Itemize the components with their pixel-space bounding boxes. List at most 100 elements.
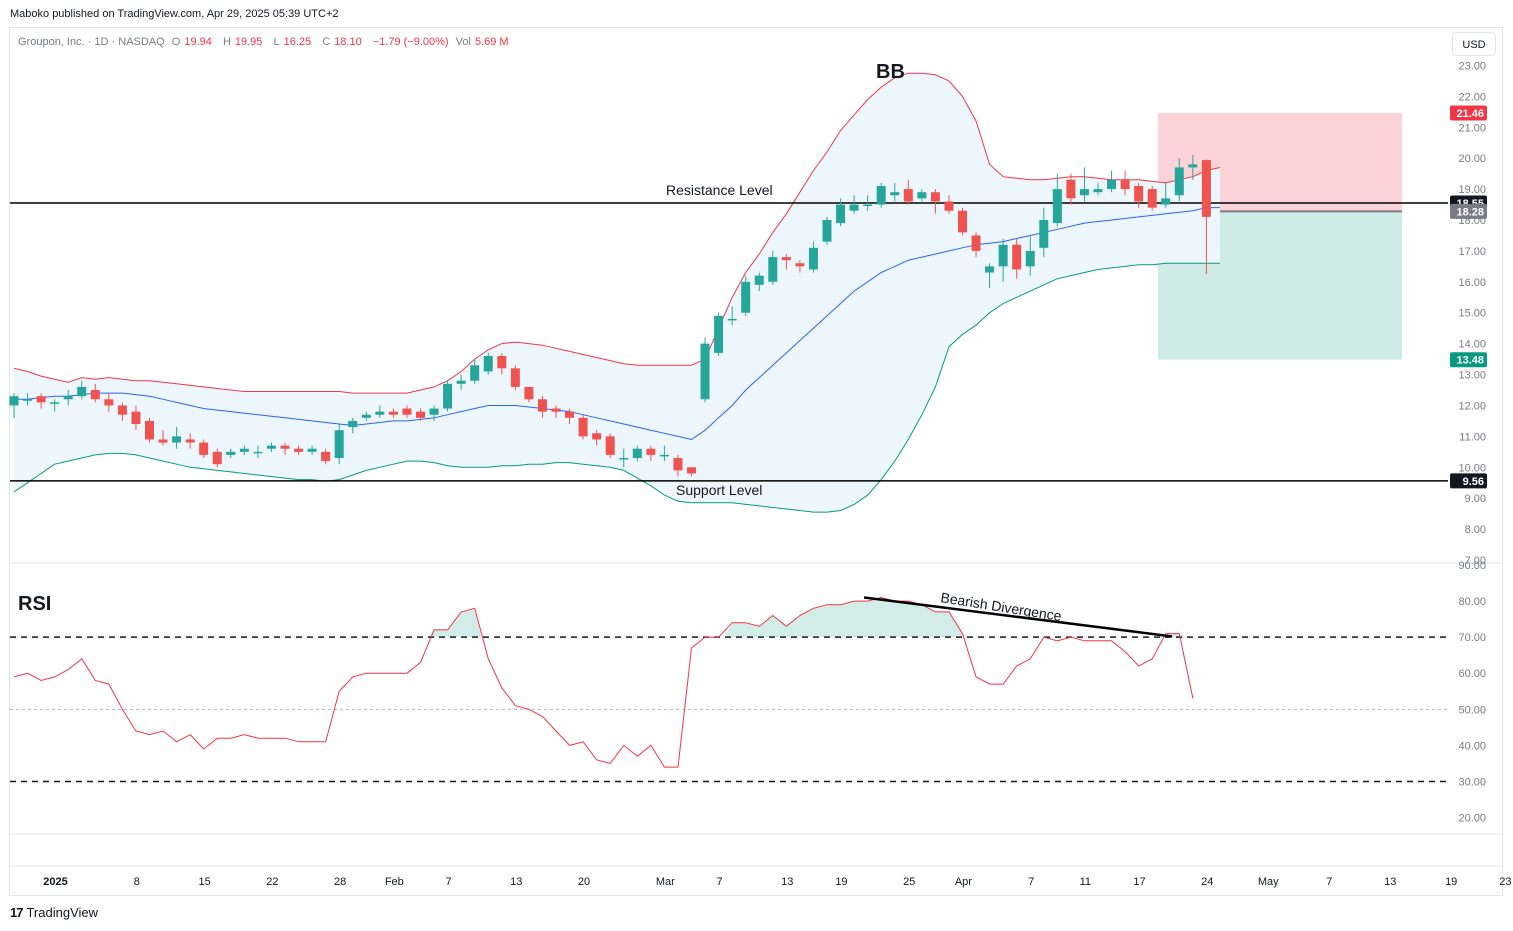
candle: [958, 207, 967, 236]
candle-body: [646, 448, 656, 455]
candle: [9, 393, 19, 418]
candle-body: [1174, 167, 1184, 196]
time-axis-tick: 13: [781, 876, 793, 888]
time-axis-tick: 20: [578, 876, 590, 888]
candle: [1134, 182, 1144, 208]
candle-body: [768, 257, 778, 282]
candle: [1188, 155, 1198, 180]
bb-lower-line: [13, 262, 1220, 513]
candle: [294, 445, 304, 455]
candle-body: [429, 408, 439, 415]
currency-button[interactable]: USD: [1452, 32, 1496, 56]
price-axis-tick: 17.00: [1458, 246, 1486, 258]
candle-body: [158, 439, 168, 443]
ohlc-high: H 19.95: [222, 36, 263, 48]
candle-body: [903, 189, 913, 202]
tradingview-mark-icon: 17: [10, 905, 24, 920]
price-tag: 13.48: [1450, 352, 1487, 368]
time-axis-tick: Feb: [385, 876, 404, 888]
candle-body: [280, 445, 290, 449]
candle-body: [50, 402, 60, 404]
candle: [1107, 170, 1117, 193]
time-axis-tick: 13: [510, 876, 522, 888]
time-axis-tick: 19: [1445, 876, 1457, 888]
candle: [971, 232, 981, 258]
price-tag: 21.46: [1450, 105, 1487, 121]
candle-body: [836, 204, 846, 224]
candle: [226, 448, 236, 458]
candle-body: [985, 266, 995, 273]
rsi-overbought-fill: [427, 597, 1187, 638]
symbol-legend: Groupon, Inc. · 1D · NASDAQ O 19.94 H 19.9…: [18, 36, 517, 48]
candle-body: [117, 405, 127, 415]
price-axis-tick: 20.00: [1458, 153, 1486, 165]
candle: [348, 417, 358, 434]
candle: [416, 408, 425, 421]
candle-body: [416, 411, 425, 418]
candle-body: [537, 399, 547, 412]
price-axis-tick: 15.00: [1458, 308, 1486, 320]
candle: [646, 445, 656, 462]
candle-body: [673, 458, 683, 471]
price-tag-label: 13.48: [1456, 355, 1484, 367]
candle: [673, 454, 683, 477]
candle-body: [1201, 160, 1211, 217]
candle: [1147, 186, 1157, 211]
candle: [375, 405, 385, 418]
time-axis-tick: 7: [445, 876, 451, 888]
candle: [714, 312, 724, 356]
candle: [985, 263, 995, 288]
candle-body: [592, 433, 602, 440]
candle-body: [727, 318, 737, 321]
candle-body: [294, 448, 304, 452]
price-axis-tick: 22.00: [1458, 91, 1486, 103]
candle: [77, 380, 87, 400]
candle: [90, 383, 100, 403]
volume: Vol 5.69 M: [455, 36, 509, 48]
candle-body: [172, 436, 182, 443]
rsi-title: RSI: [18, 593, 51, 615]
candle: [280, 442, 290, 455]
candle-body: [1079, 189, 1089, 196]
candle-body: [212, 451, 222, 465]
candle: [822, 216, 832, 245]
candle-body: [1120, 179, 1130, 190]
candle-body: [578, 417, 588, 437]
candle: [253, 445, 263, 458]
candle-body: [781, 257, 791, 261]
annotations: Resistance Level Support Level BB: [666, 61, 905, 498]
candle: [63, 390, 73, 406]
candle-body: [321, 451, 331, 462]
candle: [1174, 158, 1184, 202]
candle-body: [876, 186, 886, 205]
rsi-axis-tick: 70.00: [1458, 632, 1486, 644]
tradingview-logo[interactable]: 17 TradingView: [10, 905, 98, 920]
time-axis-tick: 2025: [43, 876, 67, 888]
candle: [551, 405, 561, 418]
candle: [836, 198, 846, 227]
time-axis-tick: 25: [903, 876, 915, 888]
brand-name: TradingView: [26, 905, 99, 920]
time-axis-tick: 13: [1384, 876, 1396, 888]
candle: [23, 393, 33, 406]
candle-body: [1147, 189, 1157, 208]
candle: [402, 405, 412, 418]
candle-body: [361, 414, 371, 418]
candle: [768, 250, 778, 285]
candle: [266, 442, 276, 452]
candle-body: [77, 386, 87, 397]
candle-body: [917, 192, 927, 199]
candle: [741, 275, 751, 316]
time-axis-tick: 7: [716, 876, 722, 888]
candle: [944, 195, 954, 214]
price-axis-tick: 10.00: [1458, 462, 1486, 474]
candle: [239, 445, 249, 455]
time-axis-tick: 7: [1028, 876, 1034, 888]
price-tag: 18.28: [1450, 203, 1487, 219]
candle: [1120, 170, 1130, 196]
price-tag-box: [1450, 473, 1487, 489]
candle: [592, 430, 602, 446]
time-axis-tick: Apr: [955, 876, 972, 888]
candle-body: [700, 343, 710, 400]
